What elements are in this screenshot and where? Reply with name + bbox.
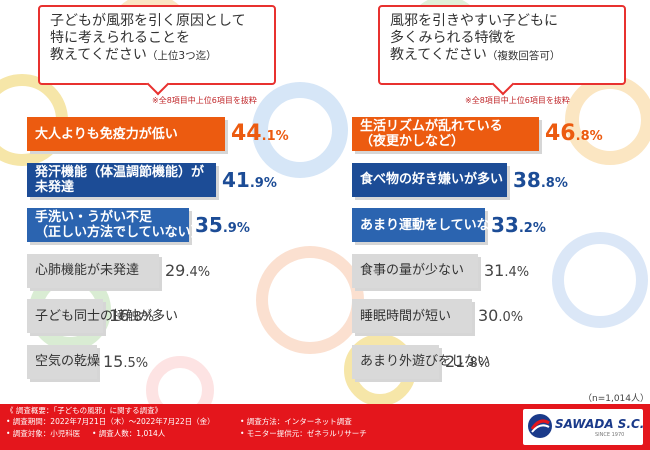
chart-1-category-label: 発汗機能（体温調節機能）が — [35, 164, 205, 180]
footer-method: • 調査方法：インターネット調査 — [240, 417, 352, 426]
footer-target: • 調査対象：小児科医 — [6, 429, 81, 438]
left-question-line-3: 教えてください — [50, 47, 147, 63]
chart-1-category-label: 空気の乾燥 — [35, 354, 101, 369]
chart-1-value-label: 41.9% — [222, 167, 277, 192]
chart-1-bar-3: 手洗い・うがい不足 （正しい方法でしていない） — [27, 208, 204, 242]
chart-2-category-label: （夜更かしなど） — [360, 134, 465, 149]
chart-1-bar-1: 大人よりも免疫力が低い — [27, 117, 225, 151]
footer-period: • 調査期間：2022年7月21日（木）～2022年7月22日（金） — [6, 417, 215, 426]
chart-2-value-label: 21.8% — [445, 351, 491, 371]
left-note: ※全8項目中上位6項目を抜粋 — [152, 96, 257, 105]
chart-1-bar-6: 空気の乾燥 — [27, 344, 101, 379]
chart-1-category-label: 大人よりも免疫力が低い — [35, 126, 178, 142]
right-question-suffix: （複数回答可） — [486, 50, 561, 62]
chart-2-bar-2: 食べ物の好き嫌いが多い — [352, 162, 507, 197]
chart-2-value-label: 46.8% — [545, 121, 603, 146]
chart-1-category-label: 子ども同士の接触が多い — [35, 308, 179, 324]
left-question-suffix: （上位3つ迄） — [146, 50, 217, 62]
chart-1-bar-4: 心肺機能が未発達 — [27, 253, 159, 288]
sample-size: （n=1,014人） — [583, 394, 650, 404]
footer-provider: • モニター提供元：ゼネラルリサーチ — [240, 429, 367, 438]
chart-2-bar-1: 生活リズムが乱れている （夜更かしなど） — [352, 117, 539, 151]
chart-2-value-label: 31.4% — [484, 260, 530, 280]
footer-count: • 調査人数：1,014人 — [92, 429, 166, 438]
chart-2-bar-3: あまり運動をしていない — [352, 208, 503, 242]
chart-2-bar-4: 食事の量が少ない — [352, 253, 478, 288]
chart-1-value-label: 35.9% — [195, 213, 250, 237]
chart-1-category-label: 未発達 — [35, 179, 75, 195]
chart-2-value-label: 38.8% — [513, 167, 568, 192]
chart-2-category-label: あまり運動をしていない — [360, 217, 503, 233]
left-question-line-2: 特に考えられることを — [50, 30, 190, 46]
chart-1-category-label: 手洗い・うがい不足 — [35, 210, 153, 225]
chart-2-category-label: 睡眠時間が短い — [360, 308, 452, 324]
logo-text: SAWADA S.C. — [555, 417, 645, 431]
right-question-line-1: 風邪を引きやすい子どもに — [390, 13, 558, 29]
right-question-line-2: 多くみられる特徴を — [390, 30, 517, 46]
chart-1-bar-5: 子ども同士の接触が多い — [27, 299, 179, 333]
chart-1-value-label: 29.4% — [165, 260, 211, 280]
logo-subtext: SINCE 1970 — [595, 432, 625, 438]
chart-2-category-label: 生活リズムが乱れている — [360, 119, 503, 134]
chart-2-category-label: 食べ物の好き嫌いが多い — [360, 172, 504, 187]
chart-2-bar-5: 睡眠時間が短い — [352, 299, 472, 333]
chart-1-value-label: 16.8% — [109, 306, 155, 325]
right-note: ※全8項目中上位6項目を抜粋 — [465, 96, 570, 105]
right-question-box: 風邪を引きやすい子どもに 多くみられる特徴を 教えてください（複数回答可） — [378, 5, 626, 85]
left-question-box: 子どもが風邪を引く原因として 特に考えられることを 教えてください（上位3つ迄） — [38, 5, 276, 85]
chart-2-category-label: あまり外遊びをしない — [360, 354, 491, 369]
chart-2-value-label: 30.0% — [478, 306, 524, 325]
chart-2-value-label: 33.2% — [491, 213, 546, 237]
company-logo: SAWADA S.C. SINCE 1970 — [523, 409, 645, 445]
chart-1-category-label: 心肺機能が未発達 — [35, 263, 140, 278]
chart-1-value-label: 44.1% — [231, 121, 289, 146]
chart-2-category-label: 食事の量が少ない — [360, 263, 465, 278]
chart-1-bar-2: 発汗機能（体温調節機能）が 未発達 — [27, 162, 216, 197]
footer-title: 《 調査概要：「子どもの風邪」に関する調査》 — [6, 406, 163, 415]
right-question-line-3: 教えてください — [390, 47, 487, 63]
chart-1-value-label: 15.5% — [103, 351, 149, 371]
chart-2-bar-6: あまり外遊びをしない — [352, 344, 491, 379]
left-question-line-1: 子どもが風邪を引く原因として — [50, 13, 246, 29]
logo-mark-icon — [528, 414, 552, 438]
chart-1-category-label: （正しい方法でしていない） — [35, 225, 204, 240]
